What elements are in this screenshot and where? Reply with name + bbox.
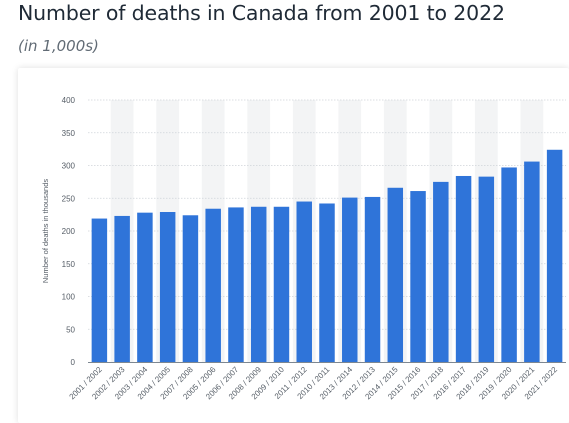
bar[interactable] <box>159 212 176 362</box>
bar[interactable] <box>228 207 244 362</box>
y-tick-label: 200 <box>62 227 76 236</box>
y-tick-label: 300 <box>62 162 76 171</box>
bar[interactable] <box>137 212 153 362</box>
bar[interactable] <box>296 201 312 362</box>
bar[interactable] <box>205 208 221 362</box>
bar-chart: 0 50 100 150 200 250 300 350 400 2001 / 20022002… <box>41 96 566 402</box>
bar[interactable] <box>250 206 267 362</box>
page-subtitle: (in 1,000s) <box>18 37 99 55</box>
bar[interactable] <box>478 176 495 362</box>
chart-card: 0 50 100 150 200 250 300 350 400 2001 / 2002 2002… <box>18 68 569 423</box>
y-axis-title: Number of deaths in thousands <box>41 179 50 283</box>
bar[interactable] <box>182 215 199 362</box>
bar[interactable] <box>455 175 472 362</box>
page-title: Number of deaths in Canada from 2001 to … <box>18 1 505 25</box>
bar[interactable] <box>501 167 517 362</box>
bar[interactable] <box>91 218 108 362</box>
y-tick-label: 350 <box>62 129 76 138</box>
y-tick-label: 50 <box>66 325 75 334</box>
bar[interactable] <box>273 206 290 362</box>
bar[interactable] <box>410 191 426 362</box>
bar[interactable] <box>546 149 563 362</box>
bar[interactable] <box>342 197 358 362</box>
bar[interactable] <box>114 215 130 362</box>
bar[interactable] <box>319 203 335 362</box>
bar[interactable] <box>524 161 540 362</box>
y-axis-ticks: 0 50 100 150 200 250 300 350 400 <box>62 96 76 367</box>
y-tick-label: 150 <box>62 260 76 269</box>
bar[interactable] <box>387 187 404 362</box>
bar[interactable] <box>433 181 449 362</box>
y-tick-label: 400 <box>62 96 76 105</box>
y-tick-label: 100 <box>62 293 76 302</box>
bar-series <box>91 149 563 362</box>
y-tick-label: 250 <box>62 194 76 203</box>
y-tick-label: 0 <box>71 358 76 367</box>
bar[interactable] <box>364 196 381 362</box>
